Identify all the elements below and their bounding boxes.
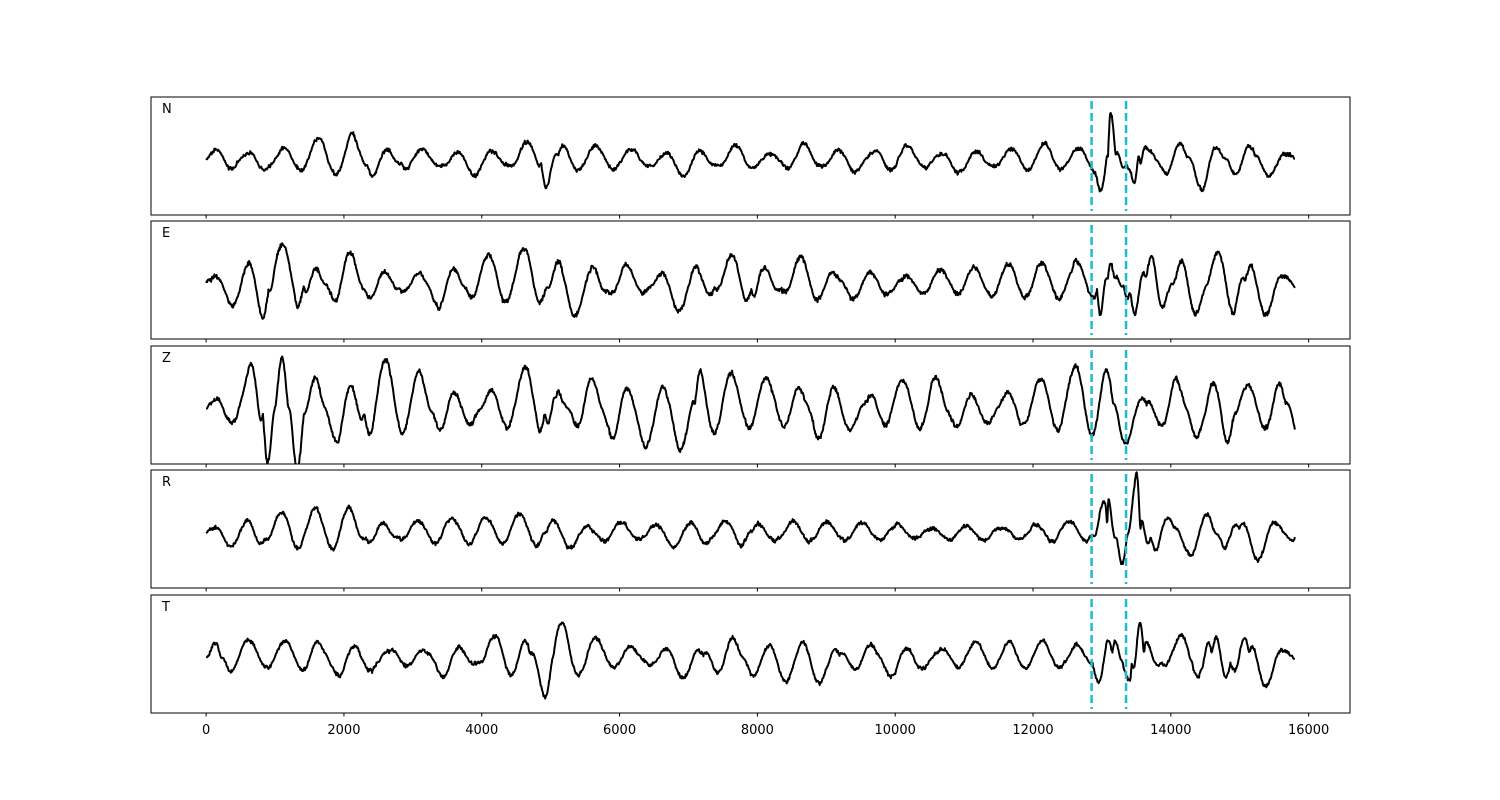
waveform-trace [205,242,1296,320]
panel-label: N [162,102,172,117]
panel-frame [150,594,1351,714]
panel-frame [150,220,1351,340]
x-tick-label: 8000 [741,723,774,738]
panel-label: T [161,600,170,615]
panel-n: N [150,96,1351,219]
waveform-trace [205,621,1296,700]
panel-t: T [150,594,1351,717]
x-tick-label: 6000 [603,723,636,738]
x-axis: 0 2000 4000 6000 8000 10000 12000 14000 16000 [202,723,1329,738]
panel-label: E [162,226,170,241]
waveform-trace [205,471,1296,566]
trace-panels: N E Z R T [150,96,1351,717]
panel-frame [150,469,1351,589]
waveform-trace [205,112,1296,193]
panel-r: R [150,469,1351,592]
x-tick-label: 10000 [875,723,916,738]
x-tick-label: 2000 [327,723,360,738]
x-tick-label: 0 [202,723,210,738]
x-tick-label: 4000 [465,723,498,738]
panel-frame [150,96,1351,216]
panel-label: Z [162,351,171,366]
x-tick-label: 12000 [1012,723,1053,738]
x-tick-label: 14000 [1150,723,1191,738]
x-tick-label: 16000 [1288,723,1329,738]
panel-e: E [150,220,1351,343]
panel-label: R [162,475,171,490]
panel-z: Z [150,345,1351,468]
panel-frame [150,345,1351,465]
waveform-trace [205,355,1296,464]
